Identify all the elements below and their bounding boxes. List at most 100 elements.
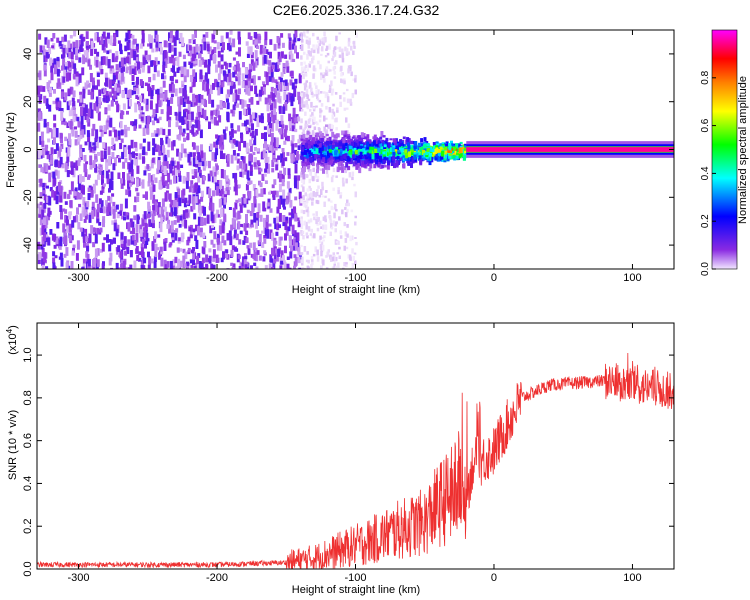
heatmap-cell [322,216,326,221]
heatmap-cell [464,145,468,148]
heatmap-cell [246,181,250,186]
heatmap-cell [341,52,344,59]
heatmap-cell [292,107,296,116]
heatmap-cell [274,248,278,254]
heatmap-cell [311,197,315,201]
heatmap-cell [234,140,238,145]
heatmap-cell [247,46,251,55]
heatmap-cell [79,135,83,140]
heatmap-cell [303,31,306,37]
heatmap-cell [109,178,113,188]
heatmap-cell [133,215,137,221]
heatmap-cell [151,132,154,137]
heatmap-cell [103,89,106,93]
heatmap-cell [140,106,144,111]
heatmap-cell [215,148,219,156]
heatmap-cell [155,40,159,48]
heatmap-cell [292,114,296,125]
heatmap-cell [435,154,439,160]
heatmap-cell [39,155,43,159]
heatmap-cell [300,72,304,76]
heatmap-cell [137,257,141,262]
heatmap-cell [312,107,315,110]
heatmap-cell [278,236,282,246]
heatmap-cell [277,84,281,90]
heatmap-cell [217,86,221,96]
heatmap-cell [195,116,199,121]
heatmap-cell [284,220,288,230]
x-tick-label: 0 [491,572,497,584]
heatmap-cell [50,62,54,69]
heatmap-cell [194,169,198,174]
heatmap-cell [234,89,238,99]
heatmap-cell [140,264,144,269]
heatmap-cell [242,160,246,170]
heatmap-cell [119,143,123,150]
heatmap-cell [316,179,319,182]
heatmap-cell [105,170,109,179]
heatmap-cell [96,72,100,77]
heatmap-cell [395,165,399,168]
heatmap-cell [123,211,126,216]
heatmap-cell [51,189,55,198]
heatmap-cell [300,118,303,124]
heatmap-cell [74,187,78,192]
heatmap-cell [192,185,196,194]
heatmap-cell [432,142,436,145]
heatmap-cell [306,265,310,269]
heatmap-cell [343,245,346,251]
heatmap-cell [218,198,222,208]
heatmap-cell [343,80,346,85]
heatmap-cell [160,109,164,115]
heatmap-cell [351,141,354,147]
heatmap-cell [111,87,115,94]
heatmap-cell [318,151,322,155]
heatmap-cell [320,103,324,107]
heatmap-cell [317,40,320,44]
heatmap-cell [207,59,211,67]
heatmap-cell [166,183,170,189]
heatmap-cell [328,210,331,215]
heatmap-cell [150,222,154,227]
heatmap-cell [316,48,320,54]
heatmap-cell [392,151,396,156]
heatmap-cell [197,120,201,130]
heatmap-cell [75,73,79,77]
heatmap-cell [105,162,108,171]
heatmap-cell [335,146,339,150]
heatmap-cell [95,60,99,68]
heatmap-cell [123,236,127,244]
heatmap-cell [183,66,187,76]
heatmap-cell [263,238,267,244]
heatmap-cell [186,172,190,181]
heatmap-cell [297,38,301,42]
heatmap-cell [99,167,103,171]
heatmap-cell [246,209,250,214]
heatmap-cell [159,86,163,94]
heatmap-cell [339,148,343,153]
heatmap-cell [100,200,104,208]
heatmap-cell [130,90,134,96]
heatmap-cell [328,107,332,113]
heatmap-cell [111,137,115,145]
heatmap-cell [152,120,155,126]
heatmap-cell [336,168,340,171]
heatmap-cell [199,232,203,238]
heatmap-cell [290,245,293,252]
heatmap-cell [288,217,292,227]
heatmap-cell [315,218,318,225]
heatmap-cell [181,132,185,137]
heatmap-cell [306,131,310,135]
heatmap-cell [125,212,129,216]
heatmap-cell [86,253,90,261]
heatmap-cell [318,40,321,46]
heatmap-cell [346,160,350,164]
heatmap-cell [179,215,183,221]
heatmap-cell [52,171,56,179]
heatmap-cell [300,153,304,160]
heatmap-cell [62,223,66,233]
heatmap-cell [96,209,100,220]
heatmap-cell [183,61,187,68]
heatmap-cell [368,168,372,172]
heatmap-cell [336,159,340,162]
